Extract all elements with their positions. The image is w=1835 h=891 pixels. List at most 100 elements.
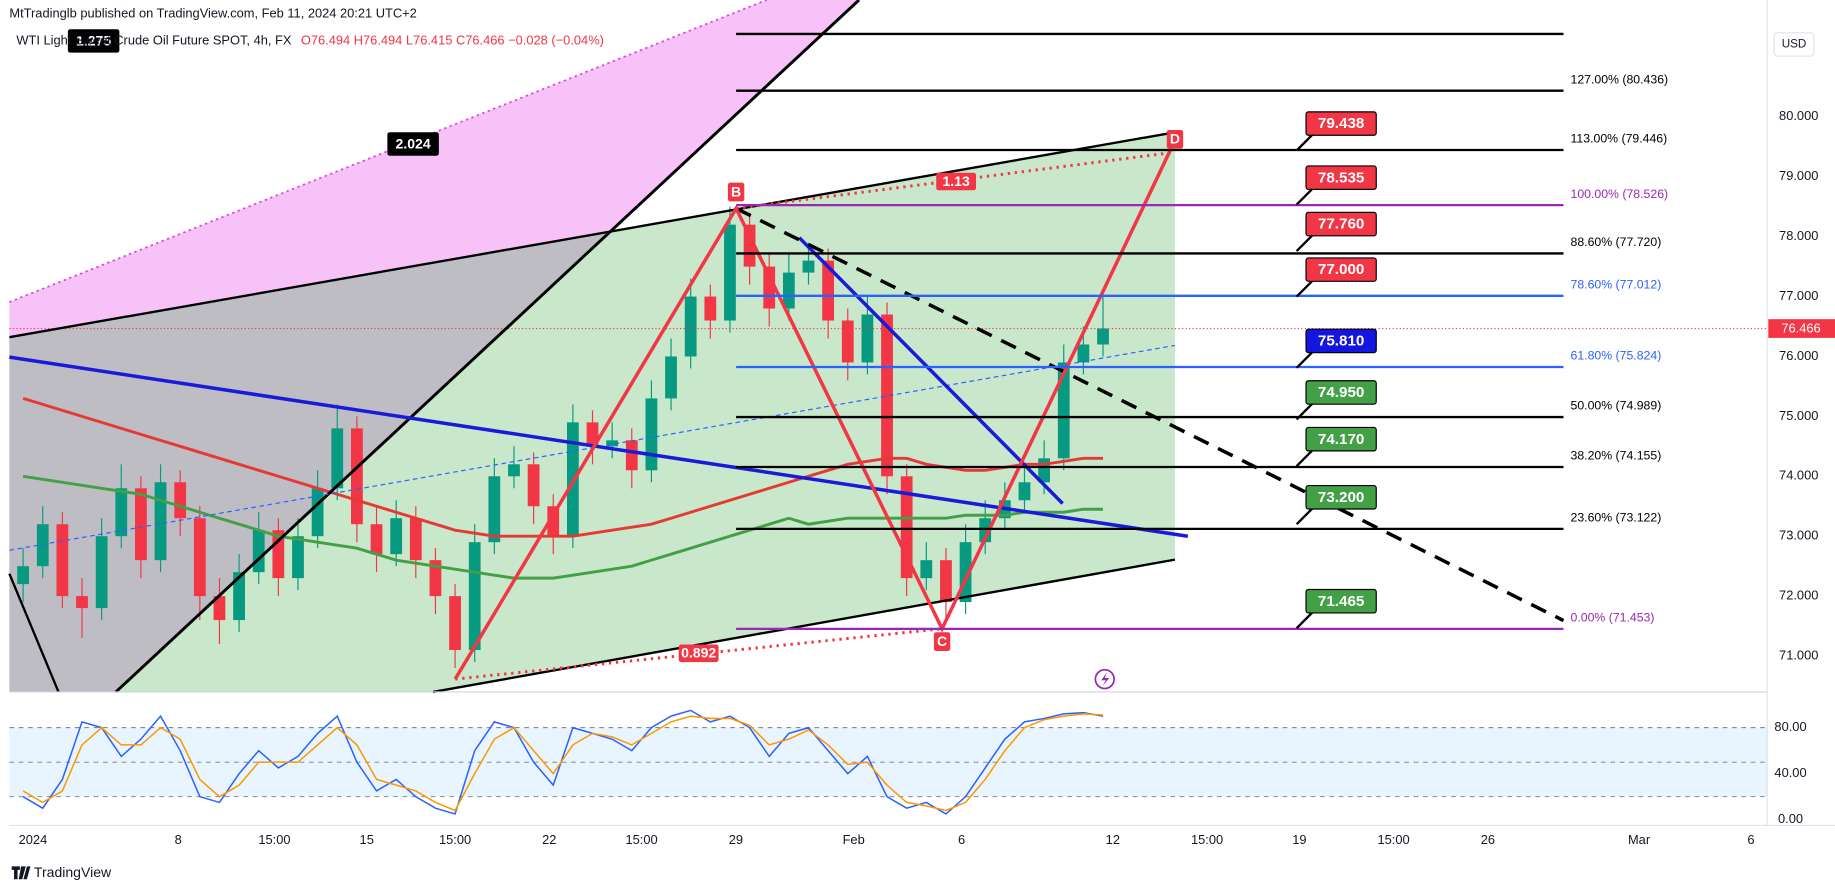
- candle-body: [782, 272, 795, 309]
- event-icon: [1101, 672, 1110, 687]
- candle-body: [193, 518, 206, 597]
- candle-body: [56, 524, 69, 597]
- currency[interactable]: USD: [1782, 38, 1807, 51]
- fib-label: 127.00% (80.436): [1571, 72, 1669, 86]
- callout-label: 71.465: [1318, 593, 1365, 610]
- moving-average: [22, 397, 1104, 538]
- currency-button[interactable]: [1773, 32, 1815, 57]
- candle-body: [1038, 458, 1051, 483]
- candle-body: [1097, 328, 1109, 345]
- x-tick-label: 6: [1747, 832, 1754, 847]
- candle-body: [115, 488, 128, 537]
- pink-area: [9, 0, 859, 338]
- callout-box: [1305, 484, 1377, 510]
- labels: 76.466 79.438 78.535 77.760 77.000 75.810 74.9…: [67, 29, 1835, 663]
- x-tick-label: 22: [542, 832, 556, 847]
- axes: 71.000 72.000 73.000 74.000 75.000 76.000 77.0…: [19, 108, 1819, 847]
- oscillator-line: [22, 709, 1104, 815]
- ratio-label-box: [678, 644, 719, 663]
- callout-pointer: [1295, 402, 1314, 421]
- fib-label: 88.60% (77.720): [1571, 235, 1662, 249]
- y-tick-label: 74.000: [1779, 468, 1818, 483]
- ratio-label-box: [936, 172, 977, 191]
- candle-body: [979, 518, 992, 543]
- candle-body: [881, 314, 893, 477]
- oscillator-tick-label: 80.00: [1774, 719, 1806, 734]
- candle-body: [135, 488, 147, 561]
- x-tick-label: Mar: [1628, 832, 1651, 847]
- oscillator-line: [22, 713, 1104, 812]
- ratio-label: 2.024: [396, 135, 431, 151]
- candle-body: [822, 260, 835, 321]
- candle-body: [370, 524, 383, 555]
- event-icon: [1094, 668, 1115, 690]
- candle-body: [625, 440, 638, 471]
- candle-body: [802, 260, 815, 273]
- fib-label: 23.60% (73.122): [1571, 511, 1662, 525]
- x-tick-label: 15:00: [1191, 832, 1223, 847]
- candle-body: [586, 422, 599, 447]
- y-tick-label: 76.000: [1779, 348, 1818, 363]
- x-tick-label: Feb: [843, 832, 865, 847]
- drawings: [8, 0, 1565, 694]
- moving-average: [22, 474, 1104, 580]
- callout-pointer: [1295, 233, 1314, 252]
- callout-pointer: [1295, 610, 1314, 629]
- fib-label: 50.00% (74.989): [1571, 399, 1662, 413]
- oscillator: [9, 709, 1768, 815]
- callout-box: [1305, 111, 1377, 136]
- trend-line: [9, 131, 1176, 339]
- pattern-point-box: [933, 632, 951, 651]
- candle-body: [154, 482, 167, 561]
- candle-body: [645, 398, 658, 471]
- trend-line: [8, 573, 60, 693]
- pattern-point: B: [731, 183, 741, 199]
- candle-body: [213, 596, 226, 621]
- pattern-point: D: [1170, 131, 1180, 147]
- candle-body: [508, 464, 520, 477]
- callout-box: [1305, 380, 1377, 405]
- x-tick-label: 8: [175, 832, 182, 847]
- oscillator-tick-label: 40.00: [1774, 765, 1806, 780]
- y-tick-label: 73.000: [1779, 528, 1818, 543]
- candle-body: [351, 428, 363, 525]
- candle-body: [252, 530, 265, 573]
- candle-body: [940, 560, 952, 603]
- callout-box: [1305, 257, 1377, 282]
- x-tick-label: 6: [958, 832, 965, 847]
- pattern-point-box: [1166, 129, 1184, 149]
- callout-label: 74.170: [1318, 431, 1365, 448]
- x-tick-label: 15:00: [626, 832, 658, 847]
- callout-box: [1305, 165, 1377, 190]
- callout-pointer: [1295, 279, 1314, 298]
- candle-body: [429, 560, 442, 597]
- y-tick-label: 71.000: [1779, 647, 1818, 662]
- candle-body: [920, 560, 933, 579]
- x-tick-label: 19: [1292, 832, 1306, 847]
- last-price-box: [1768, 319, 1835, 338]
- x-tick-label: 2024: [19, 832, 48, 847]
- y-tick-label: 72.000: [1779, 588, 1818, 603]
- oscillator-tick-label: 0.00: [1778, 811, 1803, 826]
- candle-body: [527, 464, 540, 507]
- y-tick-label: 79.000: [1779, 168, 1818, 183]
- callout-label: 77.760: [1318, 216, 1365, 233]
- x-tick-label: 15:00: [258, 832, 290, 847]
- candle-body: [959, 542, 972, 603]
- harmonic-pattern: [453, 139, 1177, 680]
- trend-line: [114, 0, 860, 694]
- x-tick-label: 15: [360, 832, 374, 847]
- brand-logo: [11, 866, 31, 880]
- dashed-line: [735, 206, 1565, 623]
- ratio-label-box: [387, 132, 439, 156]
- ratio-label: 1.13: [942, 173, 969, 189]
- x-tick-label: 15:00: [439, 832, 471, 847]
- fib-label: 38.20% (74.155): [1571, 449, 1662, 463]
- dotted-line: [9, 0, 767, 303]
- candle-body: [665, 356, 677, 399]
- candle-body: [547, 506, 560, 537]
- callout-box: [1305, 588, 1377, 614]
- candle-body: [449, 596, 461, 651]
